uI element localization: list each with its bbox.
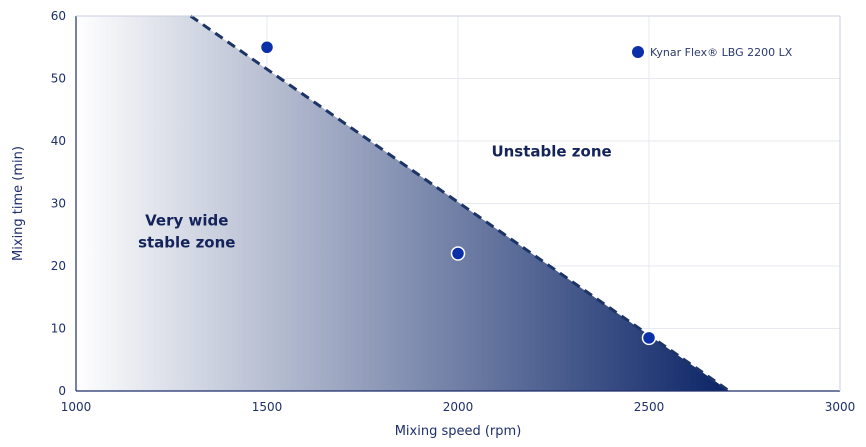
y-tick-label: 40 (51, 134, 66, 148)
y-tick-label: 50 (51, 72, 66, 86)
legend-marker (632, 46, 644, 58)
data-points (259, 40, 657, 346)
stability-boundary-line (189, 14, 731, 393)
data-point (259, 40, 275, 55)
y-tick-label: 20 (51, 259, 66, 273)
y-axis-label: Mixing time (min) (11, 146, 26, 261)
legend: Kynar Flex® LBG 2200 LX (632, 46, 793, 59)
y-tick-label: 10 (51, 322, 66, 336)
y-tick-label: 60 (51, 9, 66, 23)
x-tick-label: 1500 (252, 400, 283, 414)
x-tick-label: 3000 (825, 400, 856, 414)
y-tick-label: 30 (51, 197, 66, 211)
data-point (641, 330, 657, 346)
stable-zone-area (76, 16, 730, 391)
x-tick-label: 2000 (443, 400, 474, 414)
x-tick-label: 2500 (634, 400, 665, 414)
zone-label: Very wide (145, 211, 228, 229)
x-axis-label: Mixing speed (rpm) (395, 424, 522, 439)
tick-labels: 1000 1500 2000 2500 3000 0 10 20 30 40 50 60 (51, 9, 856, 414)
data-point (450, 246, 466, 261)
zone-annotations: Very wide stable zone Unstable zone (138, 143, 612, 252)
legend-label: Kynar Flex® LBG 2200 LX (650, 46, 793, 59)
zone-label: stable zone (138, 233, 235, 251)
axes (75, 15, 841, 392)
y-tick-label: 0 (58, 384, 66, 398)
zone-label: Unstable zone (491, 143, 611, 161)
x-tick-label: 1000 (61, 400, 92, 414)
